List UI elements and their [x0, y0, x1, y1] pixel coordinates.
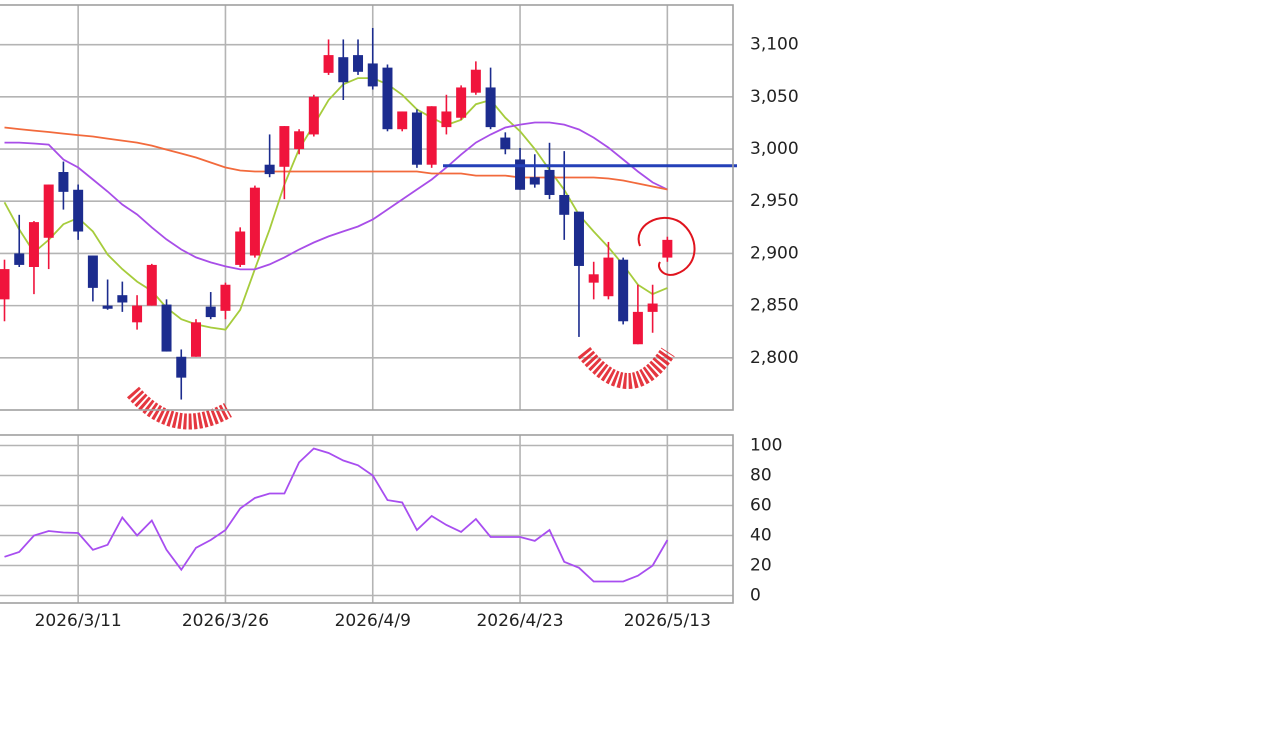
- candle-body: [500, 137, 511, 150]
- candle-body: [294, 131, 305, 150]
- y-tick-label: 80: [750, 466, 772, 486]
- candle-body: [603, 257, 614, 297]
- candle-body: [411, 112, 422, 165]
- candle-body: [515, 159, 526, 190]
- candle-body: [161, 304, 172, 352]
- y-tick-label: 3,050: [750, 87, 799, 107]
- y-tick-label: 100: [750, 436, 782, 456]
- candle-body: [544, 169, 555, 195]
- candle-body: [470, 69, 481, 93]
- candle-body: [456, 87, 467, 118]
- x-tick-label: 2026/3/11: [35, 611, 122, 631]
- candle-body: [176, 356, 187, 378]
- main-frame: [0, 4, 734, 411]
- line: [4, 447, 669, 583]
- line: [4, 126, 668, 191]
- y-tick-label: 3,100: [750, 35, 799, 55]
- candle-body: [426, 106, 437, 165]
- candle-body: [559, 194, 570, 215]
- line: [4, 121, 668, 271]
- candle-body: [132, 305, 143, 323]
- candle-body: [190, 322, 201, 357]
- y-tick-label: 40: [750, 526, 772, 546]
- candle-body: [397, 111, 408, 130]
- candle-body: [220, 284, 231, 311]
- mark-layer: [0, 27, 737, 583]
- candle-body: [323, 55, 334, 73]
- annotations: [126, 216, 696, 430]
- candle-body: [618, 259, 629, 322]
- y-tick-label: 60: [750, 496, 772, 516]
- x-tick-label: 2026/5/13: [624, 611, 711, 631]
- candle-body: [58, 172, 69, 192]
- x-tick-label: 2026/3/26: [182, 611, 269, 631]
- candle-body: [117, 295, 128, 303]
- candle-body: [14, 253, 25, 265]
- candle-body: [73, 189, 84, 232]
- candle-body: [28, 222, 39, 267]
- candle-body: [102, 305, 113, 309]
- y-tick-label: 2,950: [750, 191, 799, 211]
- line: [3, 77, 668, 331]
- grid-layer: 2,800 2,850 2,900 2,950 3,000 3,050 3,100 0 20 40…: [0, 5, 799, 631]
- candle-body: [87, 255, 98, 288]
- candle-body: [279, 126, 290, 167]
- candle-body: [485, 87, 496, 128]
- smudge-right: [577, 346, 675, 389]
- candle-body: [632, 311, 643, 345]
- candle-body: [647, 303, 658, 312]
- candle-body: [382, 67, 393, 130]
- y-tick-label: 3,000: [750, 139, 799, 159]
- x-tick-label: 2026/4/23: [476, 611, 563, 631]
- candle-body: [249, 187, 260, 256]
- candle-body: [0, 269, 10, 300]
- candle-body: [353, 55, 364, 72]
- candle-body: [338, 57, 349, 83]
- candle-body: [146, 264, 157, 306]
- candle-body: [441, 111, 452, 128]
- candle-body: [529, 177, 540, 185]
- osc-frame: [0, 434, 734, 604]
- smudge-left: [126, 386, 232, 430]
- candle-body: [264, 164, 275, 175]
- candle-body: [367, 63, 378, 87]
- y-tick-label: 2,800: [750, 348, 799, 368]
- candle-body: [662, 239, 673, 258]
- candle-body: [308, 96, 319, 135]
- y-tick-label: 2,850: [750, 296, 799, 316]
- y-tick-label: 0: [750, 586, 761, 606]
- candle-body: [588, 274, 599, 283]
- candle-body: [235, 231, 246, 265]
- candle-body: [43, 184, 54, 238]
- hand-circle: [637, 216, 696, 276]
- candle-body: [573, 211, 584, 266]
- x-tick-label: 2026/4/9: [335, 611, 411, 631]
- y-tick-label: 20: [750, 556, 772, 576]
- candle-body: [205, 306, 216, 318]
- y-tick-label: 2,900: [750, 243, 799, 263]
